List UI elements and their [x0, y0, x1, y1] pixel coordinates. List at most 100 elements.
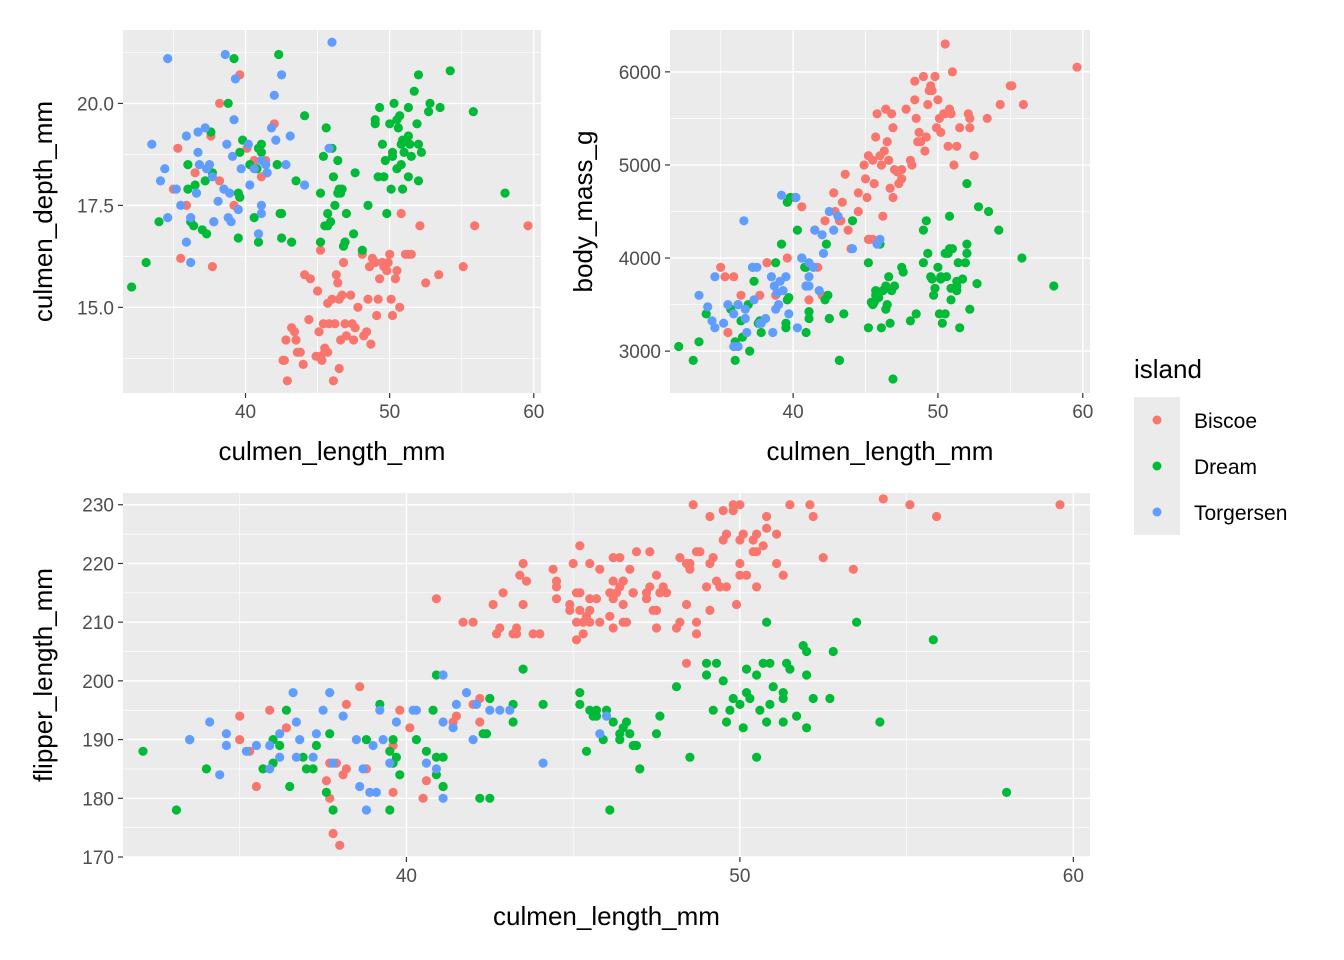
- data-point-dream: [635, 764, 645, 774]
- data-point-biscoe: [1005, 81, 1015, 91]
- legend-label-dream: Dream: [1194, 456, 1257, 479]
- data-point-dream: [298, 752, 308, 762]
- data-point-dream: [782, 197, 792, 207]
- data-point-dream: [258, 764, 268, 774]
- data-point-biscoe: [615, 553, 625, 563]
- data-point-dream: [318, 151, 328, 161]
- data-point-biscoe: [571, 617, 582, 627]
- data-point-biscoe: [315, 245, 326, 255]
- data-point-dream: [918, 258, 929, 268]
- data-point-dream: [425, 98, 435, 108]
- data-point-dream: [438, 781, 448, 792]
- data-point-torgersen: [742, 327, 752, 338]
- data-point-biscoe: [333, 278, 343, 288]
- data-point-biscoe: [772, 529, 782, 539]
- data-point-torgersen: [371, 787, 381, 798]
- data-point-dream: [277, 233, 287, 243]
- data-point-torgersen: [817, 230, 827, 240]
- data-point-dream: [839, 309, 849, 319]
- data-point-biscoe: [762, 523, 772, 533]
- data-point-biscoe: [969, 151, 979, 161]
- data-point-biscoe: [923, 99, 933, 110]
- data-point-biscoe: [575, 541, 585, 551]
- data-point-dream: [223, 98, 233, 108]
- data-point-biscoe: [914, 127, 924, 137]
- data-point-torgersen: [328, 758, 338, 768]
- data-point-biscoe: [741, 570, 752, 580]
- data-point-biscoe: [451, 711, 461, 721]
- x-tick-label: 60: [1063, 866, 1084, 887]
- data-point-torgersen: [792, 323, 803, 333]
- data-point-biscoe: [341, 331, 351, 341]
- data-point-biscoe: [498, 588, 508, 598]
- data-point-biscoe: [778, 570, 788, 580]
- data-point-dream: [781, 318, 791, 328]
- data-point-torgersen: [375, 705, 385, 715]
- data-point-torgersen: [810, 225, 820, 235]
- data-point-biscoe: [349, 335, 359, 345]
- data-point-biscoe: [910, 76, 920, 86]
- data-point-torgersen: [324, 143, 334, 153]
- data-point-biscoe: [681, 658, 692, 668]
- data-point-dream: [1049, 281, 1059, 291]
- data-point-dream: [431, 752, 441, 762]
- data-point-torgersen: [451, 699, 461, 710]
- data-point-biscoe: [853, 188, 863, 198]
- data-point-dream: [201, 764, 211, 774]
- data-point-dream: [300, 111, 310, 121]
- data-point-dream: [403, 102, 413, 113]
- data-point-biscoe: [314, 327, 324, 337]
- data-point-dream: [701, 670, 712, 680]
- data-point-torgersen: [719, 318, 729, 328]
- data-point-biscoe: [608, 576, 618, 586]
- data-point-dream: [768, 682, 778, 692]
- data-point-biscoe: [488, 599, 498, 610]
- data-point-torgersen: [723, 300, 733, 310]
- data-point-dream: [287, 237, 297, 247]
- data-point-torgersen: [185, 735, 195, 745]
- data-point-torgersen: [814, 286, 824, 296]
- data-point-biscoe: [782, 253, 792, 263]
- data-point-torgersen: [288, 688, 298, 698]
- data-point-biscoe: [334, 294, 344, 304]
- data-point-dream: [235, 192, 245, 202]
- data-point-dream: [752, 670, 762, 680]
- data-point-biscoe: [681, 599, 692, 610]
- y-tick-label: 15.0: [77, 298, 114, 319]
- data-point-biscoe: [475, 717, 485, 727]
- data-point-dream: [725, 705, 735, 715]
- data-point-dream: [834, 355, 845, 365]
- data-point-biscoe: [300, 270, 310, 280]
- data-point-biscoe: [905, 500, 915, 510]
- data-point-torgersen: [833, 211, 843, 221]
- data-point-torgersen: [163, 54, 173, 64]
- legend: island Biscoe Dream Torgersen: [1134, 354, 1287, 535]
- data-point-dream: [735, 699, 745, 710]
- data-point-biscoe: [762, 511, 772, 522]
- data-point-biscoe: [885, 183, 895, 193]
- data-point-biscoe: [585, 617, 595, 627]
- data-point-dream: [930, 283, 940, 293]
- data-point-dream: [438, 752, 448, 762]
- data-point-dream: [154, 217, 164, 227]
- data-point-biscoe: [421, 278, 431, 288]
- data-point-dream: [171, 805, 181, 815]
- data-point-torgersen: [471, 699, 482, 710]
- data-point-biscoe: [865, 234, 875, 244]
- data-point-torgersen: [269, 90, 279, 100]
- data-point-biscoe: [862, 192, 872, 203]
- data-point-dream: [475, 793, 485, 803]
- x-axis-title: culmen_length_mm: [219, 436, 446, 466]
- data-point-dream: [888, 374, 898, 384]
- data-point-biscoe: [265, 705, 275, 715]
- data-point-dream: [409, 86, 419, 96]
- data-point-biscoe: [291, 335, 301, 345]
- data-point-dream: [798, 641, 808, 651]
- data-point-torgersen: [818, 248, 829, 258]
- data-point-dream: [688, 355, 698, 365]
- data-point-dream: [802, 670, 812, 680]
- data-point-biscoe: [387, 310, 398, 321]
- data-point-dream: [575, 699, 585, 710]
- data-point-torgersen: [703, 302, 713, 312]
- data-point-torgersen: [221, 740, 231, 751]
